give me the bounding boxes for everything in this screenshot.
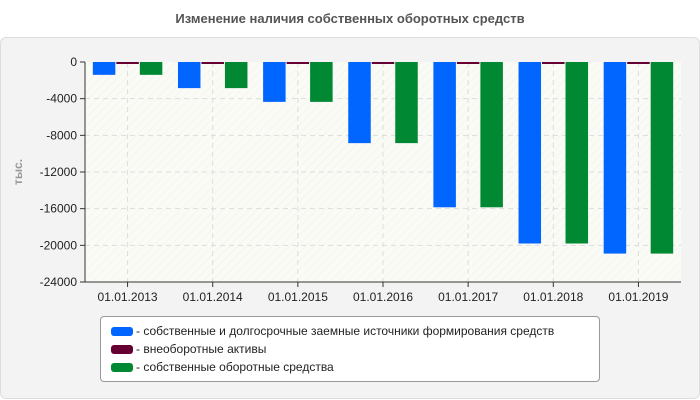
bar: [650, 62, 674, 254]
legend-label: - внеоборотные активы: [136, 342, 267, 356]
bar: [433, 62, 456, 208]
y-tick-label: -12000: [40, 165, 78, 179]
legend-item[interactable]: - внеоборотные активы: [111, 341, 266, 357]
bar: [224, 62, 248, 89]
bar: [518, 62, 542, 244]
bar: [263, 62, 286, 102]
x-tick-label: 01.01.2014: [183, 290, 243, 304]
x-tick-label: 01.01.2019: [608, 290, 668, 304]
bar: [395, 62, 418, 144]
legend-item[interactable]: - собственные и долгосрочные заемные ист…: [111, 323, 554, 339]
y-tick-label: 0: [70, 55, 77, 69]
bar: [201, 62, 224, 64]
bar: [480, 62, 503, 208]
bar: [603, 62, 627, 254]
y-tick-label: -4000: [46, 92, 77, 106]
x-tick-label: 01.01.2015: [268, 290, 328, 304]
legend-label: - собственные оборотные средства: [136, 360, 334, 374]
y-axis-label: тыс.: [11, 159, 25, 185]
bar: [627, 62, 650, 64]
legend-swatch: [111, 362, 133, 372]
bar: [310, 62, 333, 102]
y-tick-label: -24000: [40, 275, 78, 289]
bar: [371, 62, 395, 64]
bar: [177, 62, 201, 89]
bar: [139, 62, 163, 75]
bar: [542, 62, 565, 64]
bar: [565, 62, 589, 244]
x-tick-label: 01.01.2013: [98, 290, 158, 304]
x-tick-label: 01.01.2018: [523, 290, 583, 304]
legend-swatch: [111, 326, 133, 336]
legend: - собственные и долгосрочные заемные ист…: [100, 316, 600, 382]
legend-swatch: [111, 344, 133, 354]
legend-label: - собственные и долгосрочные заемные ист…: [136, 324, 555, 338]
legend-item[interactable]: - собственные оборотные средства: [111, 359, 334, 375]
bar: [456, 62, 480, 64]
x-tick-label: 01.01.2017: [438, 290, 498, 304]
bar: [286, 62, 310, 64]
bar: [92, 62, 116, 75]
y-tick-label: -8000: [46, 128, 77, 142]
chart-title: Изменение наличия собственных оборотных …: [175, 11, 525, 26]
bar: [348, 62, 371, 144]
x-tick-label: 01.01.2016: [353, 290, 413, 304]
bar: [116, 62, 139, 64]
y-tick-label: -16000: [40, 202, 78, 216]
y-tick-label: -20000: [40, 238, 78, 252]
